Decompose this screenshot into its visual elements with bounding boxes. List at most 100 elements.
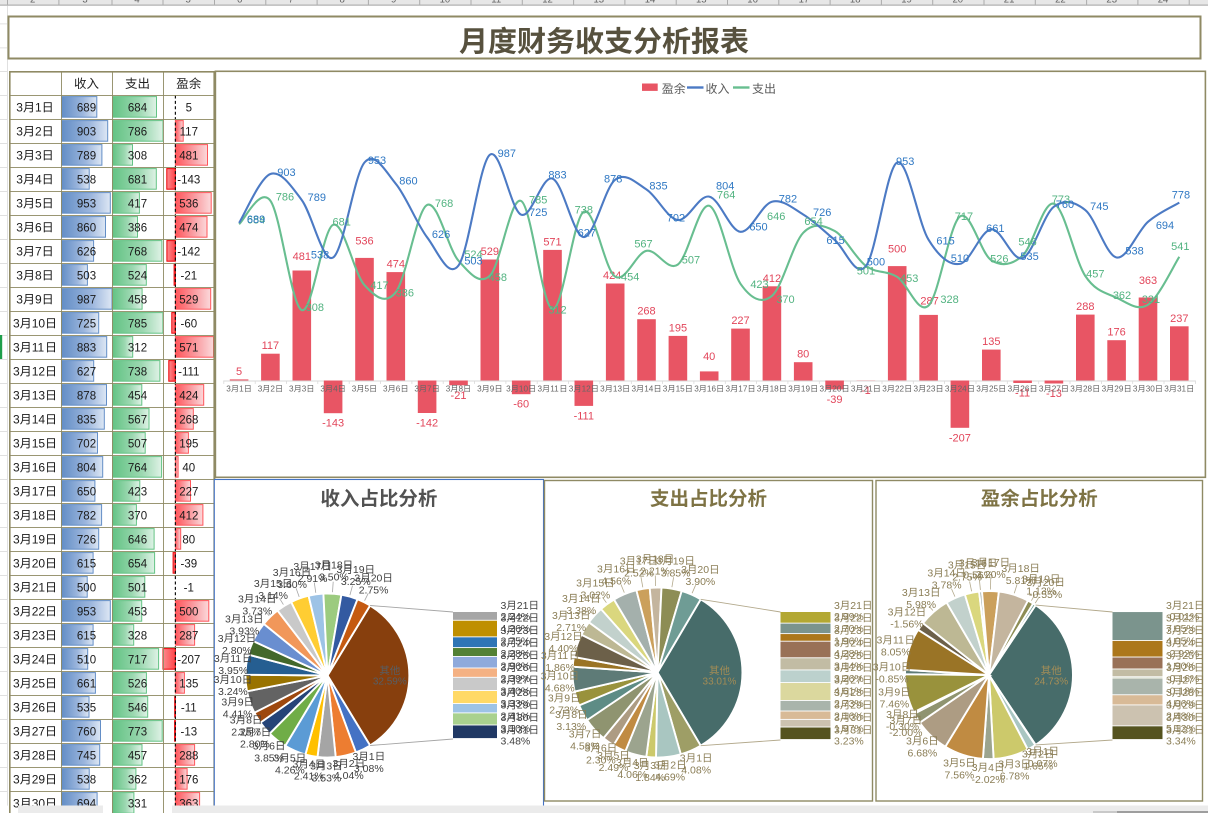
svg-text:3: 3 [877,635,883,647]
svg-text:503: 503 [464,256,482,268]
svg-text:627: 627 [578,227,596,239]
svg-text:363: 363 [1139,275,1157,287]
svg-text:3: 3 [650,760,656,772]
svg-text:3: 3 [13,317,20,331]
svg-text:3: 3 [293,561,299,573]
svg-text:702: 702 [667,213,685,225]
svg-text:3.38%: 3.38% [566,605,596,617]
svg-text:567: 567 [634,239,652,251]
svg-text:9: 9 [490,385,495,394]
svg-text:681: 681 [128,175,147,187]
svg-text:3: 3 [13,749,20,763]
svg-text:-207: -207 [949,432,971,444]
svg-text:-143: -143 [177,175,200,187]
svg-text:5: 5 [186,103,192,115]
svg-text:22: 22 [32,605,46,619]
svg-text:386: 386 [128,223,147,235]
svg-text:3: 3 [320,385,325,394]
svg-text:507: 507 [682,255,700,267]
svg-text:16: 16 [707,385,717,394]
svg-text:3.93%: 3.93% [229,626,259,638]
svg-text:689: 689 [77,103,96,115]
svg-text:615: 615 [77,631,96,643]
svg-text:3: 3 [506,385,511,394]
svg-text:3: 3 [1070,385,1075,394]
svg-text:-1.56%: -1.56% [890,619,923,631]
svg-text:26: 26 [1020,385,1030,394]
svg-text:684: 684 [128,103,148,115]
svg-text:3: 3 [16,293,23,307]
svg-text:3: 3 [13,461,20,475]
svg-text:135: 135 [982,336,1000,348]
svg-text:-39: -39 [827,394,843,406]
svg-text:3: 3 [254,578,260,590]
svg-text:860: 860 [77,223,96,235]
svg-text:8.05%: 8.05% [881,647,911,659]
svg-text:782: 782 [779,193,797,205]
svg-text:117: 117 [262,340,280,352]
svg-text:-0.55%: -0.55% [1029,589,1062,601]
svg-text:626: 626 [432,229,450,241]
svg-text:308: 308 [306,302,324,314]
svg-text:-60: -60 [180,319,197,331]
svg-text:19: 19 [32,533,46,547]
svg-text:10: 10 [519,385,529,394]
svg-text:3: 3 [13,413,20,427]
svg-text:18: 18 [32,509,46,523]
svg-text:725: 725 [77,319,96,331]
svg-text:726: 726 [813,207,831,219]
svg-text:1: 1 [696,753,702,765]
svg-text:835: 835 [649,181,667,193]
svg-text:474: 474 [179,223,199,235]
svg-text:654: 654 [128,559,148,571]
svg-text:3: 3 [959,558,965,570]
svg-text:9: 9 [564,693,570,705]
svg-text:20: 20 [953,0,964,5]
svg-text:13: 13 [32,389,46,403]
svg-text:3: 3 [13,485,20,499]
svg-text:457: 457 [1086,269,1104,281]
svg-text:3: 3 [13,581,20,595]
svg-text:501: 501 [128,583,147,595]
svg-text:3: 3 [888,607,894,619]
svg-text:503: 503 [77,271,96,283]
svg-text:80: 80 [797,349,809,361]
svg-text:23: 23 [926,385,936,394]
svg-text:-13: -13 [180,727,197,739]
svg-text:2: 2 [35,125,42,139]
svg-text:541: 541 [1171,241,1189,253]
svg-text:13: 13 [918,587,930,599]
svg-text:3: 3 [548,693,554,705]
svg-text:694: 694 [1156,220,1174,232]
svg-text:3: 3 [632,385,637,394]
svg-text:9: 9 [894,687,900,699]
svg-text:16: 16 [747,0,758,5]
svg-text:26: 26 [32,701,46,715]
svg-text:646: 646 [767,211,785,223]
svg-text:424: 424 [179,391,199,403]
svg-text:6: 6 [396,385,401,394]
svg-text:7.56%: 7.56% [945,769,975,781]
svg-text:3: 3 [16,197,23,211]
svg-text:362: 362 [1113,290,1131,302]
svg-text:7: 7 [427,385,432,394]
svg-text:3: 3 [636,554,642,566]
svg-text:3: 3 [552,610,558,622]
svg-text:8: 8 [340,0,345,5]
svg-text:3.85%: 3.85% [254,752,284,764]
svg-text:3: 3 [326,761,332,773]
svg-text:661: 661 [77,679,96,691]
svg-text:5: 5 [186,0,191,5]
svg-text:288: 288 [179,751,198,763]
svg-text:28: 28 [32,749,46,763]
svg-text:3: 3 [851,385,856,394]
svg-text:535: 535 [77,703,96,715]
svg-text:3: 3 [820,385,825,394]
svg-text:760: 760 [1056,199,1074,211]
svg-text:2.71%: 2.71% [556,622,586,634]
svg-text:331: 331 [1142,294,1160,306]
svg-text:5: 5 [290,753,296,765]
svg-text:626: 626 [77,247,96,259]
svg-text:3: 3 [383,385,388,394]
svg-text:268: 268 [637,306,655,318]
